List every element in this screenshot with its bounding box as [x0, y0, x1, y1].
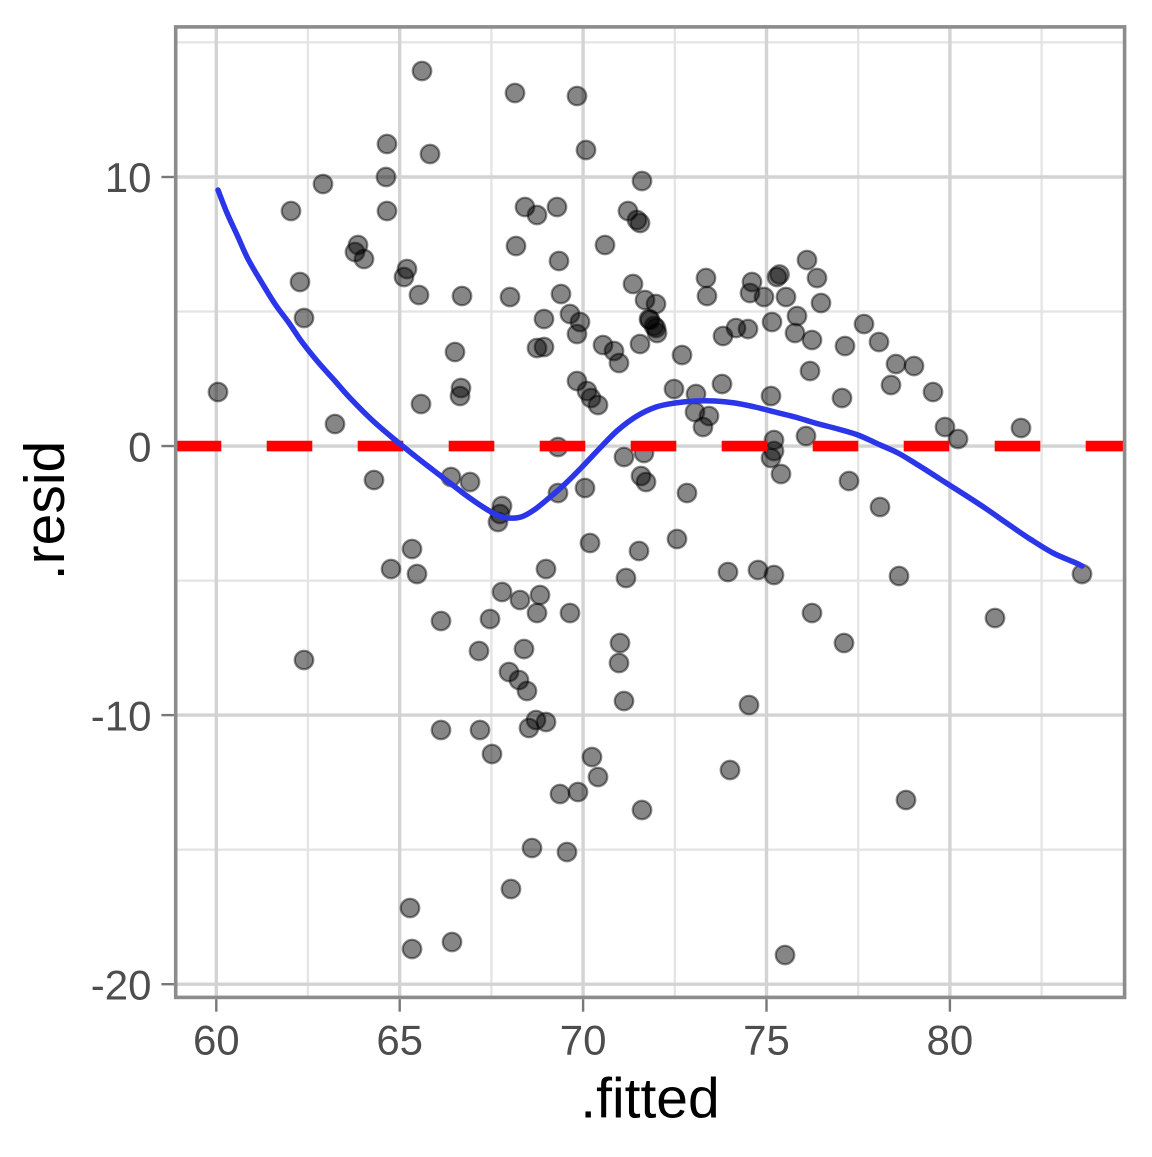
svg-text:80: 80	[927, 1017, 974, 1064]
svg-text:10: 10	[105, 154, 152, 201]
svg-text:-10: -10	[91, 692, 152, 739]
svg-text:65: 65	[376, 1017, 423, 1064]
svg-text:.fitted: .fitted	[580, 1067, 719, 1131]
svg-text:75: 75	[743, 1017, 790, 1064]
svg-text:70: 70	[560, 1017, 607, 1064]
svg-text:0: 0	[128, 423, 151, 470]
svg-text:-20: -20	[91, 961, 152, 1008]
svg-text:.resid: .resid	[13, 441, 77, 580]
svg-text:60: 60	[193, 1017, 240, 1064]
